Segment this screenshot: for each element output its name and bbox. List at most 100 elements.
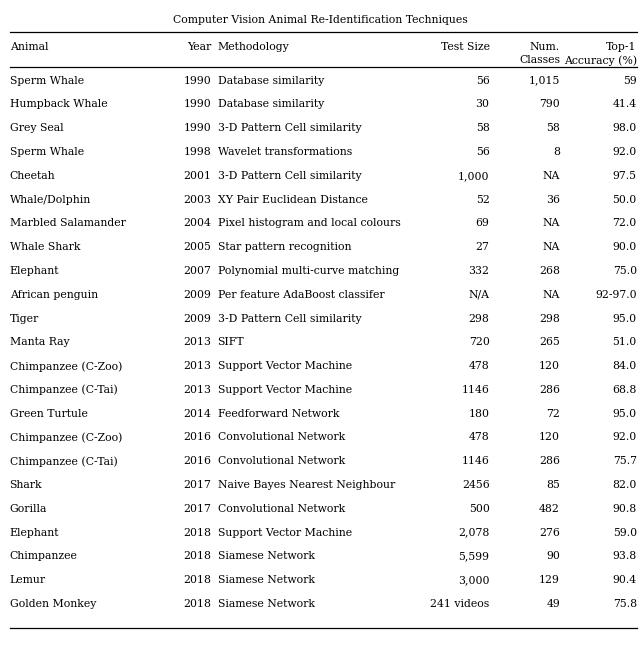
- Text: 478: 478: [469, 361, 490, 371]
- Text: 286: 286: [539, 385, 560, 395]
- Text: 3-D Pattern Cell similarity: 3-D Pattern Cell similarity: [218, 314, 361, 324]
- Text: 180: 180: [468, 409, 490, 419]
- Text: Feedforward Network: Feedforward Network: [218, 409, 339, 419]
- Text: 1146: 1146: [461, 385, 490, 395]
- Text: 90.4: 90.4: [612, 575, 637, 585]
- Text: 2001: 2001: [183, 171, 211, 181]
- Text: Humpback Whale: Humpback Whale: [10, 99, 108, 109]
- Text: 2016: 2016: [183, 456, 211, 466]
- Text: Chimpanzee (C-Tai): Chimpanzee (C-Tai): [10, 456, 117, 467]
- Text: Convolutional Network: Convolutional Network: [218, 433, 345, 442]
- Text: Chimpanzee (C-Zoo): Chimpanzee (C-Zoo): [10, 433, 122, 443]
- Text: 2018: 2018: [183, 551, 211, 561]
- Text: Green Turtule: Green Turtule: [10, 409, 88, 419]
- Text: Marbled Salamander: Marbled Salamander: [10, 218, 125, 228]
- Text: 2014: 2014: [183, 409, 211, 419]
- Text: African penguin: African penguin: [10, 289, 98, 299]
- Text: Naive Bayes Nearest Neighbour: Naive Bayes Nearest Neighbour: [218, 480, 395, 490]
- Text: 286: 286: [539, 456, 560, 466]
- Text: 93.8: 93.8: [612, 551, 637, 561]
- Text: 129: 129: [539, 575, 560, 585]
- Text: 1998: 1998: [184, 147, 211, 157]
- Text: 49: 49: [547, 599, 560, 609]
- Text: 2456: 2456: [462, 480, 490, 490]
- Text: 56: 56: [476, 147, 490, 157]
- Text: 482: 482: [539, 504, 560, 514]
- Text: 2016: 2016: [183, 433, 211, 442]
- Text: 59: 59: [623, 76, 637, 86]
- Text: 41.4: 41.4: [612, 99, 637, 109]
- Text: 82.0: 82.0: [612, 480, 637, 490]
- Text: 68.8: 68.8: [612, 385, 637, 395]
- Text: 298: 298: [539, 314, 560, 324]
- Text: Chimpanzee: Chimpanzee: [10, 551, 77, 561]
- Text: Siamese Network: Siamese Network: [218, 551, 315, 561]
- Text: 1990: 1990: [184, 123, 211, 133]
- Text: SIFT: SIFT: [218, 337, 244, 347]
- Text: 478: 478: [469, 433, 490, 442]
- Text: 241 videos: 241 videos: [430, 599, 490, 609]
- Text: Siamese Network: Siamese Network: [218, 599, 315, 609]
- Text: Year: Year: [187, 42, 211, 52]
- Text: 2009: 2009: [183, 314, 211, 324]
- Text: Chimpanzee (C-Zoo): Chimpanzee (C-Zoo): [10, 361, 122, 372]
- Text: Elephant: Elephant: [10, 266, 59, 276]
- Text: 2018: 2018: [183, 599, 211, 609]
- Text: 72.0: 72.0: [612, 218, 637, 228]
- Text: 268: 268: [539, 266, 560, 276]
- Text: N/A: N/A: [468, 289, 490, 299]
- Text: Support Vector Machine: Support Vector Machine: [218, 385, 352, 395]
- Text: 2004: 2004: [183, 218, 211, 228]
- Text: 265: 265: [539, 337, 560, 347]
- Text: 2,078: 2,078: [458, 528, 490, 537]
- Text: Chimpanzee (C-Tai): Chimpanzee (C-Tai): [10, 385, 117, 395]
- Text: 3-D Pattern Cell similarity: 3-D Pattern Cell similarity: [218, 171, 361, 181]
- Text: 276: 276: [539, 528, 560, 537]
- Text: Cheetah: Cheetah: [10, 171, 55, 181]
- Text: 92-97.0: 92-97.0: [595, 289, 637, 299]
- Text: 84.0: 84.0: [612, 361, 637, 371]
- Text: 2003: 2003: [183, 194, 211, 204]
- Text: Database similarity: Database similarity: [218, 99, 324, 109]
- Text: Classes: Classes: [519, 55, 560, 65]
- Text: 92.0: 92.0: [612, 433, 637, 442]
- Text: 3,000: 3,000: [458, 575, 490, 585]
- Text: 720: 720: [468, 337, 490, 347]
- Text: 2017: 2017: [183, 480, 211, 490]
- Text: Methodology: Methodology: [218, 42, 289, 52]
- Text: 27: 27: [476, 242, 490, 252]
- Text: 95.0: 95.0: [612, 314, 637, 324]
- Text: 98.0: 98.0: [612, 123, 637, 133]
- Text: Elephant: Elephant: [10, 528, 59, 537]
- Text: Tiger: Tiger: [10, 314, 39, 324]
- Text: 58: 58: [476, 123, 490, 133]
- Text: Support Vector Machine: Support Vector Machine: [218, 361, 352, 371]
- Text: 8: 8: [553, 147, 560, 157]
- Text: Star pattern recognition: Star pattern recognition: [218, 242, 351, 252]
- Text: 2018: 2018: [183, 575, 211, 585]
- Text: 2013: 2013: [183, 361, 211, 371]
- Text: Grey Seal: Grey Seal: [10, 123, 63, 133]
- Text: Sperm Whale: Sperm Whale: [10, 147, 84, 157]
- Text: NA: NA: [543, 289, 560, 299]
- Text: 95.0: 95.0: [612, 409, 637, 419]
- Text: Num.: Num.: [530, 42, 560, 52]
- Text: Test Size: Test Size: [440, 42, 490, 52]
- Text: 52: 52: [476, 194, 490, 204]
- Text: 2017: 2017: [183, 504, 211, 514]
- Text: NA: NA: [543, 171, 560, 181]
- Text: 1,015: 1,015: [529, 76, 560, 86]
- Text: Sperm Whale: Sperm Whale: [10, 76, 84, 86]
- Text: 90.0: 90.0: [612, 242, 637, 252]
- Text: 2013: 2013: [183, 337, 211, 347]
- Text: Convolutional Network: Convolutional Network: [218, 504, 345, 514]
- Text: 56: 56: [476, 76, 490, 86]
- Text: 120: 120: [539, 361, 560, 371]
- Text: Siamese Network: Siamese Network: [218, 575, 315, 585]
- Text: 36: 36: [546, 194, 560, 204]
- Text: 90.8: 90.8: [612, 504, 637, 514]
- Text: 2005: 2005: [183, 242, 211, 252]
- Text: 332: 332: [468, 266, 490, 276]
- Text: Database similarity: Database similarity: [218, 76, 324, 86]
- Text: Whale Shark: Whale Shark: [10, 242, 80, 252]
